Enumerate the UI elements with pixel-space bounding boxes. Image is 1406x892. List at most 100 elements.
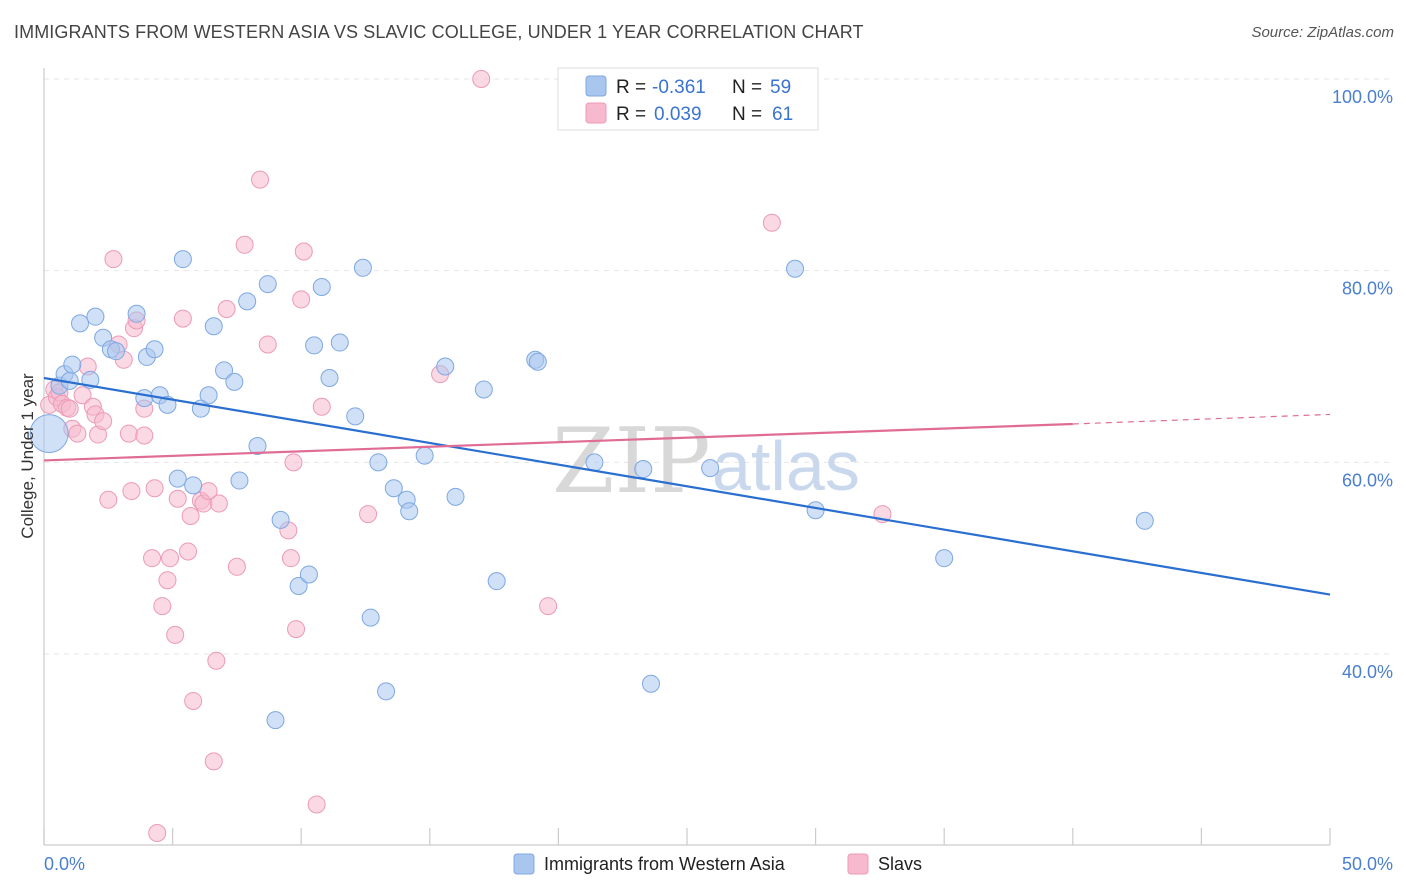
point-western-asia: [320, 369, 339, 387]
point-slavs: [166, 625, 185, 644]
point-slavs: [184, 691, 203, 710]
point-slavs: [179, 542, 198, 561]
point-western-asia: [634, 460, 653, 479]
legend-n-label-2: N =: [732, 104, 762, 125]
point-slavs: [359, 505, 378, 524]
point-western-asia: [786, 259, 805, 278]
point-slavs: [153, 597, 172, 616]
legend-swatch-slavs: [585, 102, 607, 124]
watermark-atlas: atlas: [712, 427, 860, 505]
point-western-asia: [199, 386, 218, 405]
point-western-asia: [330, 333, 349, 352]
point-slavs: [762, 213, 781, 232]
point-western-asia: [305, 336, 324, 355]
point-slavs: [145, 479, 164, 498]
legend: R = -0.361 N = 59 R = 0.039 N = 61: [557, 67, 819, 131]
point-slavs: [104, 250, 123, 269]
point-western-asia: [436, 357, 455, 376]
point-western-asia: [238, 292, 257, 311]
point-western-asia: [474, 380, 493, 399]
point-slavs: [173, 309, 192, 328]
point-slavs: [181, 507, 200, 525]
point-western-asia: [384, 479, 403, 498]
point-slavs: [472, 70, 491, 88]
point-western-asia: [487, 572, 506, 591]
point-western-asia: [135, 389, 154, 408]
point-western-asia: [1135, 511, 1154, 530]
point-slavs: [68, 424, 87, 443]
y-tick-label: 60.0%: [1342, 470, 1393, 490]
point-slavs: [60, 399, 79, 418]
point-western-asia: [641, 674, 660, 693]
point-western-asia: [71, 314, 90, 333]
bottom-legend-swatch-western-asia: [513, 853, 535, 875]
point-slavs: [135, 426, 154, 445]
point-slavs: [287, 620, 306, 639]
point-slavs: [122, 482, 141, 501]
point-western-asia: [377, 682, 396, 701]
x-tick-label-min: 0.0%: [44, 854, 85, 874]
point-western-asia: [289, 576, 308, 595]
point-slavs: [161, 549, 180, 568]
point-slavs: [94, 412, 113, 431]
point-western-asia: [346, 407, 365, 426]
series-western-asia-points: [29, 250, 1154, 730]
point-western-asia: [271, 510, 290, 529]
x-tick-marks: [43, 828, 1331, 845]
point-western-asia: [806, 501, 825, 520]
point-western-asia: [353, 258, 372, 277]
point-slavs: [217, 300, 236, 318]
point-western-asia: [173, 250, 192, 269]
y-tick-label: 80.0%: [1342, 279, 1393, 299]
bottom-legend: Immigrants from Western Asia Slavs: [513, 853, 922, 875]
point-slavs: [312, 397, 331, 416]
legend-swatch-western-asia: [585, 75, 607, 97]
grid-lines: [44, 78, 1392, 655]
legend-r-label-1: R =: [616, 77, 646, 98]
point-western-asia: [369, 453, 388, 472]
legend-r-value-1: -0.361: [652, 77, 706, 98]
point-slavs: [235, 235, 254, 254]
point-slavs: [158, 571, 177, 590]
point-slavs: [119, 424, 138, 443]
point-slavs: [307, 795, 326, 814]
legend-r-value-2: 0.039: [654, 104, 702, 125]
point-western-asia: [86, 307, 105, 326]
y-tick-labels: 40.0% 60.0% 80.0% 100.0%: [1332, 87, 1393, 682]
legend-n-value-1: 59: [770, 77, 791, 98]
trend-lines: [43, 376, 1331, 596]
point-slavs: [227, 557, 246, 576]
point-slavs: [292, 290, 311, 309]
legend-r-label-2: R =: [616, 104, 646, 125]
point-western-asia: [168, 469, 187, 488]
point-western-asia: [400, 502, 419, 521]
point-western-asia: [215, 361, 234, 380]
legend-n-value-2: 61: [772, 104, 793, 125]
x-tick-label-max: 50.0%: [1342, 854, 1393, 874]
point-slavs: [168, 489, 187, 508]
point-western-asia: [204, 317, 223, 336]
point-western-asia: [446, 487, 465, 506]
trend-line-western-asia: [43, 376, 1331, 596]
chart-title: IMMIGRANTS FROM WESTERN ASIA VS SLAVIC C…: [14, 22, 864, 42]
point-slavs: [281, 549, 300, 568]
source-credit: Source: ZipAtlas.com: [1251, 24, 1394, 41]
point-slavs: [539, 597, 558, 616]
point-western-asia: [248, 437, 267, 456]
point-slavs: [148, 824, 167, 842]
point-western-asia: [63, 355, 82, 374]
point-slavs: [204, 752, 223, 771]
point-western-asia: [361, 608, 380, 627]
y-tick-label: 100.0%: [1332, 87, 1393, 107]
y-tick-label: 40.0%: [1342, 662, 1393, 682]
point-western-asia: [701, 459, 720, 478]
y-axis-label: College, Under 1 year: [18, 373, 37, 539]
trend-line-slavs: [43, 422, 1073, 462]
point-slavs: [143, 549, 162, 568]
point-western-asia: [258, 275, 277, 294]
point-western-asia: [107, 342, 126, 361]
trend-line-slavs-extension: [1072, 413, 1331, 425]
point-western-asia: [127, 304, 146, 323]
point-slavs: [73, 386, 92, 405]
